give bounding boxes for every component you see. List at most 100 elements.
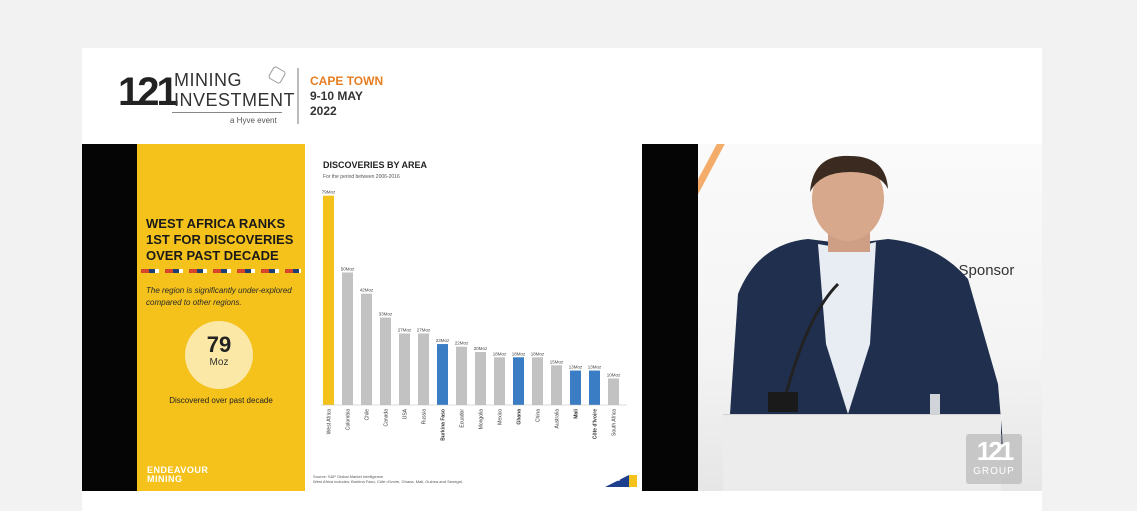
bar-value-label: 18Moz	[531, 351, 545, 356]
slide-border-left	[82, 144, 137, 491]
slide-description: The region is significantly under-explor…	[146, 286, 292, 307]
category-label: Mali	[574, 408, 580, 418]
logo-word-investment: INVESTMENT	[174, 90, 296, 110]
bar-value-label: 27Moz	[398, 327, 412, 332]
slide-border-right	[642, 144, 698, 491]
bar-2	[361, 293, 372, 405]
bar-value-label: 18Moz	[493, 351, 507, 356]
bar-15	[608, 378, 619, 405]
stat-caption: Discovered over past decade	[169, 396, 273, 405]
bar-value-label: 15Moz	[550, 359, 564, 364]
company-logo: ENDEAVOUR MINING	[147, 466, 208, 484]
chart-source: Source: S&P Global Market Intelligence W…	[313, 474, 463, 484]
event-year: 2022	[310, 104, 337, 118]
speaker-figure	[728, 155, 1003, 444]
bar-14	[589, 370, 600, 405]
podium	[723, 414, 1001, 491]
category-label: Côte d'Ivoire	[593, 409, 599, 439]
speaker-shirt	[818, 242, 876, 414]
bar-value-label: 18Moz	[512, 351, 526, 356]
slide-title-line: 1ST FOR DISCOVERIES	[146, 232, 294, 247]
company-name: ENDEAVOUR	[147, 465, 209, 475]
chart-subtitle: For the period between 2006-2016	[323, 174, 400, 180]
category-label: Mongolia	[479, 409, 485, 430]
bar-3	[380, 317, 391, 405]
bar-0	[323, 195, 334, 405]
microphone-stem	[784, 282, 840, 395]
bar-8	[475, 352, 486, 405]
event-logo-wordmark: MINING INVESTMENT	[174, 70, 295, 110]
bar-12	[551, 365, 562, 405]
bar-6	[437, 344, 448, 405]
slide-title-line: OVER PAST DECADE	[146, 248, 279, 263]
page-tag-triangle	[605, 475, 629, 487]
badge-number: 121	[976, 436, 1014, 466]
category-label: Colombia	[346, 409, 352, 430]
page-number: 5	[617, 477, 621, 483]
company-name-sub: MINING	[147, 474, 183, 484]
water-bottle	[930, 394, 940, 416]
logo-word-mining: MINING	[174, 70, 242, 90]
bar-value-label: 42Moz	[360, 288, 374, 293]
badge-word: GROUP	[973, 466, 1015, 477]
event-logo-number: 121	[118, 70, 179, 114]
category-label: Chile	[365, 409, 371, 421]
bar-value-label: 27Moz	[417, 327, 431, 332]
category-label: Canada	[384, 409, 390, 427]
event-dates: 9-10 MAY 2022	[310, 89, 363, 119]
category-label: West Africa	[327, 409, 333, 434]
chart-panel: DISCOVERIES BY AREA For the period betwe…	[305, 144, 642, 491]
bar-11	[532, 357, 543, 405]
page-number-tag: 5	[605, 475, 637, 487]
bar-7	[456, 346, 467, 405]
bar-value-label: 20Moz	[474, 346, 488, 351]
category-label: USA	[403, 408, 409, 419]
slide-title: WEST AFRICA RANKS 1ST FOR DISCOVERIES OV…	[146, 216, 296, 264]
category-label: South Africa	[612, 409, 618, 436]
header-divider	[297, 68, 299, 124]
bar-value-label: 33Moz	[379, 312, 393, 317]
category-label: Ghana	[517, 409, 523, 425]
event-city: CAPE TOWN	[310, 74, 384, 88]
bar-value-label: 79Moz	[322, 190, 336, 195]
bar-value-label: 23Moz	[436, 338, 450, 343]
group-logo-badge: 121 GROUP	[966, 434, 1022, 484]
bar-13	[570, 370, 581, 405]
bar-value-label: 13Moz	[588, 365, 602, 370]
stream-frame: 121 MINING INVESTMENT a Hyve event CAPE …	[82, 48, 1042, 511]
bar-10	[513, 357, 524, 405]
speaker-video: n Sponsor 121 GROUP	[698, 144, 1042, 491]
category-label: Australia	[555, 409, 561, 429]
stat-value: 79	[206, 332, 232, 357]
category-label: Russia	[422, 409, 428, 425]
category-label: Ecuador	[460, 409, 466, 428]
stat-circle: 79 Moz	[185, 321, 253, 389]
decorative-pattern	[141, 269, 301, 273]
bar-value-label: 22Moz	[455, 341, 469, 346]
stat-unit: Moz	[209, 357, 229, 368]
category-label: Burkina Faso	[441, 409, 447, 441]
bar-1	[342, 272, 353, 405]
category-label: Mexico	[498, 409, 504, 425]
logo-tagline: a Hyve event	[230, 116, 277, 125]
bar-value-label: 13Moz	[569, 365, 583, 370]
event-days: 9-10 MAY	[310, 89, 363, 103]
discoveries-bar-chart: 79Moz West Africa 50Moz Colombia 42Moz Chile 3…	[321, 190, 627, 441]
chart-title: DISCOVERIES BY AREA	[323, 160, 428, 170]
chart-source-line: Source: S&P Global Market Intelligence	[313, 474, 384, 479]
slide-title-line: WEST AFRICA RANKS	[146, 216, 286, 231]
microphone-base	[768, 392, 798, 412]
speaker-head	[812, 157, 884, 241]
bar-value-label: 50Moz	[341, 267, 355, 272]
slide-summary-panel: WEST AFRICA RANKS 1ST FOR DISCOVERIES OV…	[137, 144, 305, 491]
chart-source-line: West Africa includes: Burkina Faso, Côte…	[313, 479, 463, 484]
logo-divider	[172, 112, 282, 113]
bar-5	[418, 333, 429, 405]
category-label: China	[536, 409, 542, 422]
speaker-hair	[810, 155, 888, 192]
page-tag-box	[629, 475, 637, 487]
bar-9	[494, 357, 505, 405]
event-header: 121 MINING INVESTMENT a Hyve event CAPE …	[82, 48, 1042, 144]
bar-4	[399, 333, 410, 405]
bar-value-label: 10Moz	[607, 373, 621, 378]
